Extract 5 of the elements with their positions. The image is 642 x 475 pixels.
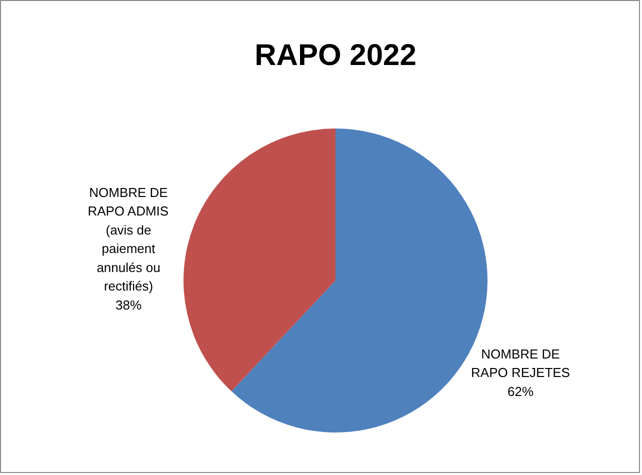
chart-title: RAPO 2022 [254, 39, 416, 72]
data-label: 38% [115, 297, 142, 312]
slice-label: NOMBRE DE RAPO REJETES [471, 346, 570, 380]
slice-label: NOMBRE DE RAPO ADMIS (avis de paiement annulés ou rectifiés) [88, 184, 169, 294]
data-label: 62% [507, 384, 534, 399]
